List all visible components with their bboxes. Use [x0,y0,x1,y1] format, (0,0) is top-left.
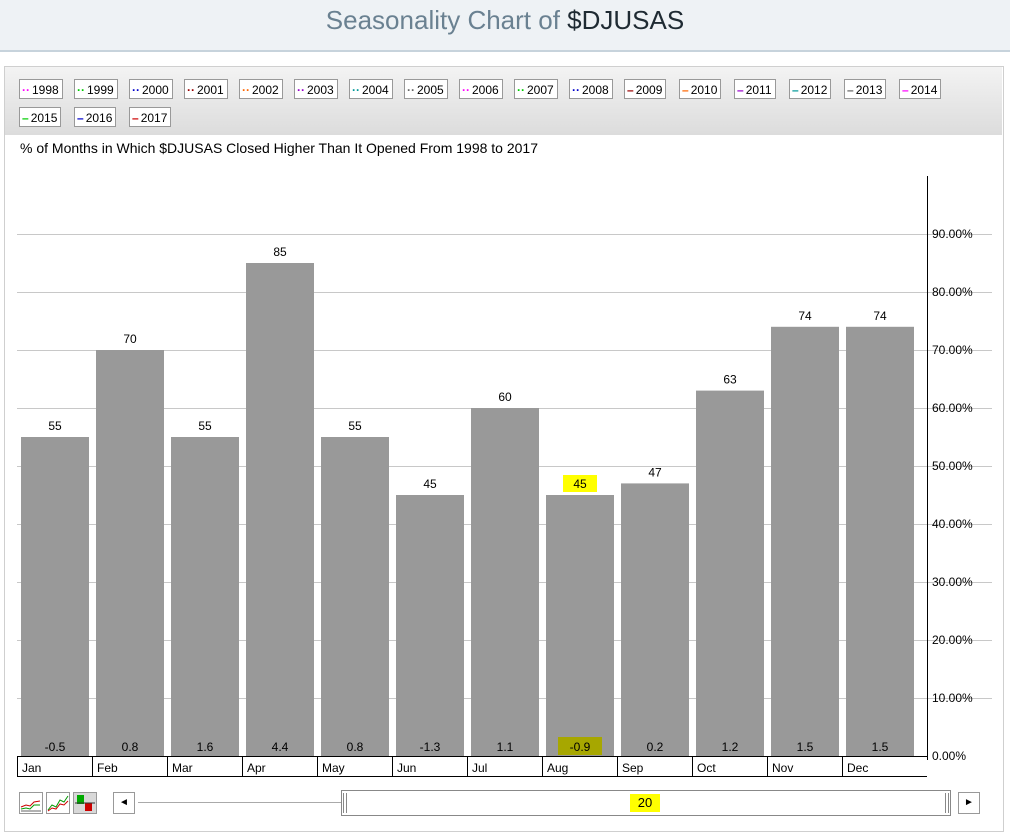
legend-swatch-icon: – [792,83,799,97]
legend-item-2000[interactable]: ·· 2000 [129,79,173,99]
legend-label: 2000 [142,83,169,97]
legend-swatch-icon: ·· [462,83,470,97]
legend-swatch-icon: ·· [132,83,140,97]
legend-swatch-icon: ·· [407,83,415,97]
legend-item-2003[interactable]: ·· 2003 [294,79,338,99]
scroll-track [138,802,342,803]
legend-swatch-icon: – [847,83,854,97]
legend-label: 2017 [140,111,168,125]
legend-item-2007[interactable]: ·· 2007 [514,79,558,99]
legend-swatch-icon: – [77,111,84,125]
slider-grip-left[interactable] [343,793,347,813]
legend-item-2001[interactable]: ·· 2001 [184,79,228,99]
legend-bar: ·· 1998 ·· 1999 ·· 2000 ·· 2001 ·· 2002 ·· 2003 ·· 20… [5,67,1002,135]
legend-swatch-icon: – [22,111,29,125]
legend-swatch-icon: ·· [77,83,85,97]
legend-item-1998[interactable]: ·· 1998 [19,79,63,99]
legend-label: 2003 [307,83,334,97]
legend-label: 1998 [32,83,59,97]
legend-swatch-icon: ·· [517,83,525,97]
legend-item-2011[interactable]: –2011 [734,79,776,99]
legend-item-2010[interactable]: –2010 [679,79,722,99]
legend-item-2014[interactable]: –2014 [899,79,942,99]
legend-swatch-icon: ·· [352,83,360,97]
legend-label: 2002 [252,83,279,97]
scroll-left-button[interactable]: ◄ [113,792,135,814]
legend-item-2006[interactable]: ·· 2006 [459,79,503,99]
legend-swatch-icon: ·· [242,83,250,97]
legend-item-2012[interactable]: –2012 [789,79,832,99]
range-slider-thumb[interactable]: 20 [341,790,951,816]
legend-label: 2004 [362,83,389,97]
line-chart-thumb-icon[interactable] [19,792,43,814]
legend-label: 2015 [30,111,58,125]
seasonality-bar-icon[interactable] [73,792,97,814]
legend-label: 2012 [800,83,828,97]
legend-label: 2009 [635,83,663,97]
legend-label: 2013 [855,83,883,97]
chart-frame [4,66,1004,832]
legend-item-2017[interactable]: –2017 [129,107,172,127]
legend-swatch-icon: ·· [572,83,580,97]
legend-swatch-icon: – [682,83,689,97]
legend-label: 2005 [417,83,444,97]
legend-label: 2010 [690,83,718,97]
page-header: Seasonality Chart of $DJUSAS [0,0,1010,52]
legend-swatch-icon: – [737,83,744,97]
chart-subtitle: % of Months in Which $DJUSAS Closed High… [20,140,539,156]
legend-item-2015[interactable]: –2015 [19,107,62,127]
legend-label: 2008 [582,83,609,97]
legend-label: 2006 [472,83,499,97]
legend-item-2004[interactable]: ·· 2004 [349,79,393,99]
legend-item-2016[interactable]: –2016 [74,107,117,127]
page-title-prefix: Seasonality Chart of [325,5,568,35]
legend-item-2002[interactable]: ·· 2002 [239,79,283,99]
slider-value-label: 20 [630,794,660,812]
legend-label: 2011 [745,83,772,97]
legend-item-2013[interactable]: –2013 [844,79,887,99]
legend-swatch-icon: – [902,83,909,97]
legend-label: 2014 [910,83,938,97]
legend-swatch-icon: ·· [297,83,305,97]
legend-swatch-icon: ·· [187,83,195,97]
scroll-right-button[interactable]: ► [958,792,980,814]
legend-swatch-icon: ·· [22,83,30,97]
legend-label: 2016 [85,111,113,125]
multi-line-chart-icon[interactable] [46,792,70,814]
legend-label: 1999 [87,83,114,97]
legend-item-2009[interactable]: –2009 [624,79,667,99]
page-title: Seasonality Chart of $DJUSAS [0,5,1010,36]
legend-label: 2007 [527,83,554,97]
legend-item-2005[interactable]: ·· 2005 [404,79,448,99]
legend-swatch-icon: – [132,111,139,125]
page-title-symbol: $DJUSAS [567,5,685,35]
legend-swatch-icon: – [627,83,634,97]
legend-item-1999[interactable]: ·· 1999 [74,79,118,99]
slider-grip-right[interactable] [945,793,949,813]
legend-item-2008[interactable]: ·· 2008 [569,79,613,99]
legend-label: 2001 [197,83,224,97]
